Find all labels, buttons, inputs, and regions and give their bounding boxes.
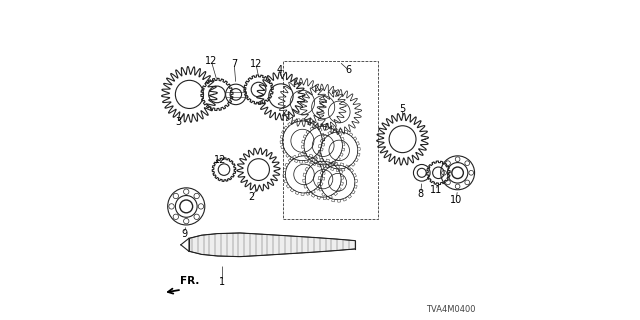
Bar — [283, 61, 378, 219]
Text: 10: 10 — [450, 195, 462, 205]
Text: 12: 12 — [214, 155, 227, 165]
Text: 5: 5 — [399, 104, 406, 114]
Polygon shape — [189, 233, 355, 257]
Text: FR.: FR. — [180, 276, 199, 286]
Text: 9: 9 — [181, 228, 187, 239]
Text: 1: 1 — [220, 276, 225, 287]
Text: 11: 11 — [429, 185, 442, 196]
Text: 2: 2 — [248, 192, 254, 202]
Text: 7: 7 — [231, 59, 237, 69]
Text: 3: 3 — [175, 116, 182, 127]
Text: 12: 12 — [250, 59, 262, 69]
Text: 6: 6 — [346, 65, 352, 76]
Text: 12: 12 — [205, 56, 218, 66]
Text: 4: 4 — [277, 65, 283, 76]
Text: 8: 8 — [418, 188, 424, 199]
Text: TVA4M0400: TVA4M0400 — [426, 305, 475, 314]
